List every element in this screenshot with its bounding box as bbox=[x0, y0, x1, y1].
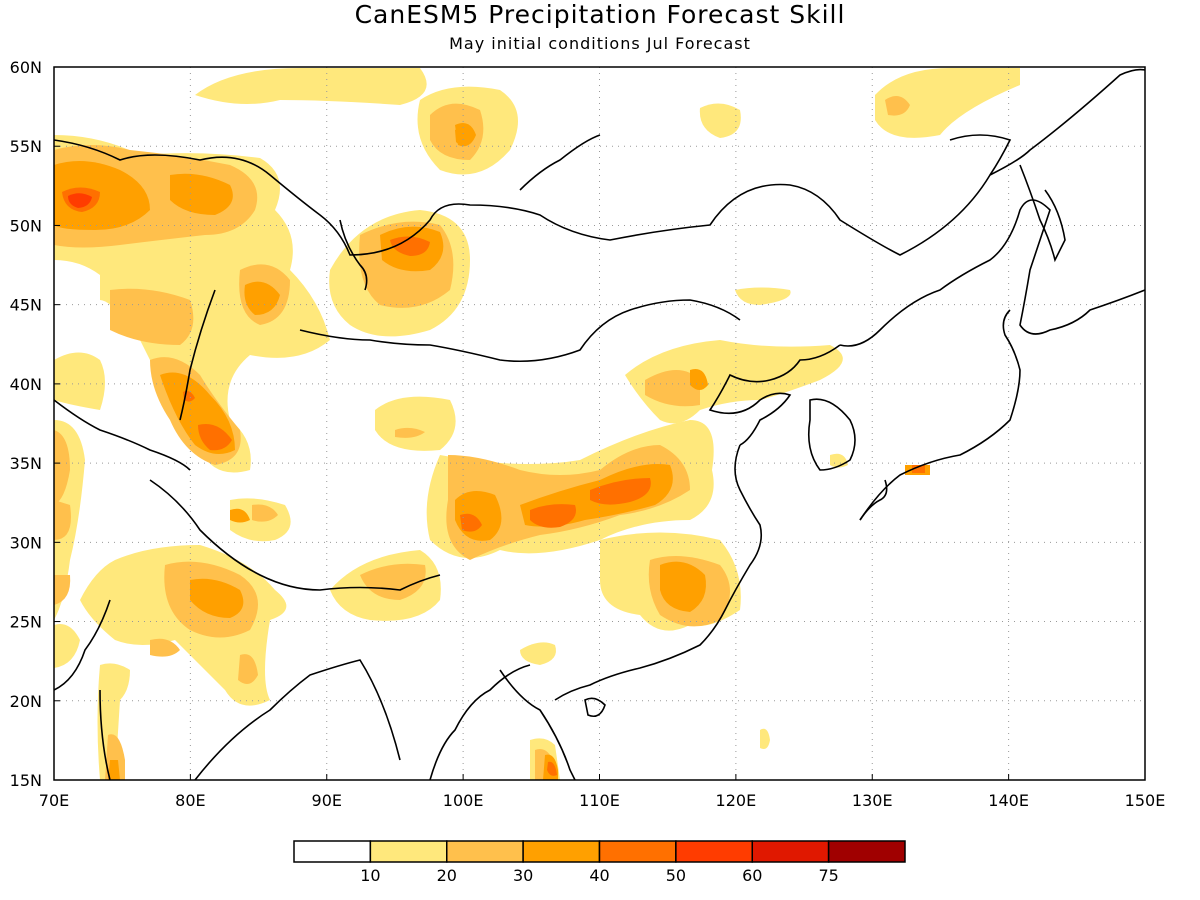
colorbar-swatch bbox=[751, 840, 830, 863]
lat-tick-label: 55N bbox=[10, 137, 42, 156]
colorbar-swatch bbox=[675, 840, 753, 863]
map-subtitle: May initial conditions Jul Forecast bbox=[449, 34, 751, 53]
lon-tick-label: 100E bbox=[443, 791, 484, 810]
lat-tick-label: 25N bbox=[10, 613, 42, 632]
lat-tick-label: 15N bbox=[10, 771, 42, 790]
lat-tick-label: 35N bbox=[10, 454, 42, 473]
coastlines-and-borders bbox=[54, 68, 1145, 780]
colorbar-swatch bbox=[827, 840, 906, 863]
colorbar-swatch bbox=[293, 840, 372, 863]
colorbar-label: 50 bbox=[666, 866, 686, 885]
colorbar-label: 20 bbox=[437, 866, 457, 885]
latitude-axis: 15N 20N 25N 30N 35N 40N 45N 50N 55N 60N bbox=[10, 58, 60, 790]
lat-tick-label: 40N bbox=[10, 375, 42, 394]
lat-tick-label: 30N bbox=[10, 533, 42, 552]
lon-tick-label: 80E bbox=[175, 791, 205, 810]
skill-shading bbox=[54, 68, 1020, 780]
lon-tick-label: 90E bbox=[312, 791, 342, 810]
colorbar: 10 20 30 40 50 60 75 bbox=[293, 840, 906, 885]
colorbar-swatch bbox=[522, 840, 601, 863]
map-title: CanESM5 Precipitation Forecast Skill bbox=[354, 0, 846, 29]
gridlines bbox=[54, 67, 1145, 780]
colorbar-label: 30 bbox=[513, 866, 533, 885]
lat-tick-label: 20N bbox=[10, 692, 42, 711]
colorbar-label: 10 bbox=[360, 866, 380, 885]
colorbar-label: 60 bbox=[742, 866, 762, 885]
lat-tick-label: 60N bbox=[10, 58, 42, 77]
lat-tick-label: 50N bbox=[10, 216, 42, 235]
lon-tick-label: 120E bbox=[716, 791, 757, 810]
colorbar-label: 75 bbox=[818, 866, 838, 885]
lon-tick-label: 110E bbox=[579, 791, 620, 810]
lon-tick-label: 150E bbox=[1125, 791, 1166, 810]
lon-tick-label: 70E bbox=[39, 791, 69, 810]
colorbar-swatch bbox=[598, 840, 677, 863]
longitude-axis: 70E 80E 90E 100E 110E 120E 130E 140E 150E bbox=[39, 774, 1166, 810]
colorbar-swatch bbox=[369, 840, 448, 863]
lon-tick-label: 140E bbox=[988, 791, 1029, 810]
lon-tick-label: 130E bbox=[852, 791, 893, 810]
colorbar-swatch bbox=[446, 840, 524, 863]
colorbar-label: 40 bbox=[589, 866, 609, 885]
lat-tick-label: 45N bbox=[10, 296, 42, 315]
